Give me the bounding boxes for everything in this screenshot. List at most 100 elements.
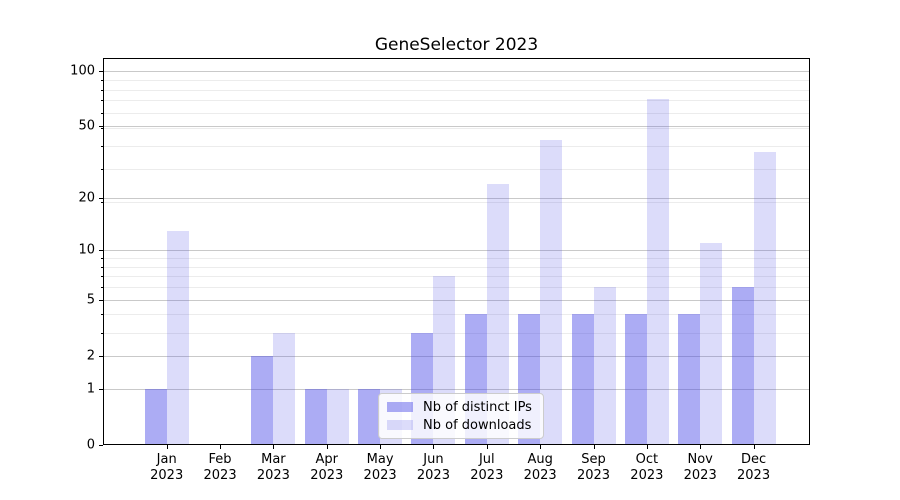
- y-tick: [99, 445, 103, 446]
- gridline-major: [104, 355, 809, 357]
- y-tick: [99, 299, 103, 301]
- y-minor-tick: [101, 266, 103, 268]
- y-tick: [99, 198, 103, 200]
- x-tick: [486, 445, 488, 449]
- legend-label-distinct-ips: Nb of distinct IPs: [423, 399, 532, 415]
- gridline-minor: [104, 287, 809, 289]
- bar-distinct-ips-dec: [731, 287, 754, 445]
- gridline-minor: [104, 276, 809, 278]
- bar-distinct-ips-nov: [678, 314, 701, 445]
- x-tick: [220, 445, 222, 449]
- x-tick: [593, 445, 595, 449]
- x-tick-label: Jan 2023: [150, 452, 184, 483]
- bar-distinct-ips-mar: [251, 355, 274, 445]
- gridline-major: [104, 299, 809, 301]
- gridline-major: [104, 126, 809, 128]
- gridline-major: [104, 198, 809, 200]
- x-tick-label: Aug 2023: [523, 452, 557, 483]
- gridline-minor: [104, 314, 809, 316]
- bar-downloads-dec: [753, 152, 776, 445]
- bar-downloads-apr: [326, 388, 349, 445]
- y-tick-label: 50: [78, 118, 95, 134]
- y-minor-tick: [101, 276, 103, 278]
- gridline-minor: [104, 145, 809, 147]
- legend-item-downloads: Nb of downloads: [387, 418, 535, 433]
- x-tick: [646, 445, 648, 449]
- x-tick-label: Jun 2023: [416, 452, 450, 483]
- x-tick: [433, 445, 435, 449]
- x-tick-label: Feb 2023: [203, 452, 237, 483]
- x-tick-label: Oct 2023: [630, 452, 664, 483]
- y-tick-label: 100: [70, 63, 95, 79]
- y-minor-tick: [101, 127, 103, 129]
- gridline-minor: [104, 201, 809, 203]
- y-tick: [99, 70, 103, 72]
- y-minor-tick: [101, 71, 103, 73]
- y-tick-label: 5: [86, 292, 95, 308]
- y-minor-tick: [101, 112, 103, 114]
- bar-distinct-ips-jan: [144, 388, 167, 445]
- x-tick-label: Sep 2023: [576, 452, 611, 483]
- x-tick: [166, 445, 168, 449]
- y-tick: [99, 388, 103, 390]
- gridline-major: [104, 388, 809, 390]
- gridline-major: [104, 250, 809, 252]
- bar-downloads-nov: [700, 243, 723, 445]
- bar-distinct-ips-apr: [304, 388, 327, 445]
- y-minor-tick: [101, 332, 103, 334]
- gridline-minor: [104, 266, 809, 268]
- gridline-minor: [104, 169, 809, 171]
- y-minor-tick: [101, 258, 103, 260]
- x-tick-label: Dec 2023: [737, 452, 771, 483]
- y-tick: [99, 126, 103, 128]
- x-tick-label: May 2023: [363, 452, 397, 483]
- gridline-minor: [104, 79, 809, 81]
- y-minor-tick: [101, 201, 103, 203]
- bar-distinct-ips-sep: [571, 314, 594, 445]
- bar-downloads-oct: [646, 99, 669, 445]
- x-tick: [700, 445, 702, 449]
- gridline-minor: [104, 100, 809, 102]
- y-tick-label: 1: [86, 381, 95, 397]
- bar-downloads-sep: [593, 287, 616, 445]
- x-tick-label: Mar 2023: [256, 452, 290, 483]
- x-tick: [540, 445, 542, 449]
- legend-swatch-distinct-ips: [387, 402, 413, 412]
- y-tick-label: 2: [86, 348, 95, 364]
- gridline-minor: [104, 112, 809, 114]
- bar-downloads-aug: [540, 139, 563, 445]
- y-minor-tick: [101, 145, 103, 147]
- bar-downloads-mar: [273, 332, 296, 445]
- y-minor-tick: [101, 287, 103, 289]
- gridline-minor: [104, 332, 809, 334]
- gridline-minor: [104, 127, 809, 129]
- gridline-minor: [104, 89, 809, 91]
- x-tick: [326, 445, 328, 449]
- bar-downloads-jan: [166, 230, 189, 445]
- legend-item-distinct-ips: Nb of distinct IPs: [387, 400, 535, 415]
- x-tick: [273, 445, 275, 449]
- x-tick: [380, 445, 382, 449]
- y-tick: [99, 250, 103, 252]
- x-tick-label: Nov 2023: [683, 452, 717, 483]
- y-minor-tick: [101, 314, 103, 316]
- x-tick: [753, 445, 755, 449]
- gridline-minor: [104, 71, 809, 73]
- y-tick-label: 0: [86, 437, 95, 453]
- bar-distinct-ips-may: [358, 388, 381, 445]
- legend: Nb of distinct IPs Nb of downloads: [378, 393, 544, 439]
- y-tick-label: 10: [78, 242, 95, 258]
- y-tick: [99, 355, 103, 357]
- legend-label-downloads: Nb of downloads: [423, 417, 532, 433]
- x-tick-label: Apr 2023: [310, 452, 344, 483]
- y-minor-tick: [101, 79, 103, 81]
- y-minor-tick: [101, 100, 103, 102]
- y-minor-tick: [101, 169, 103, 171]
- bar-downloads-jul: [486, 183, 509, 445]
- y-minor-tick: [101, 89, 103, 91]
- gridline-major: [104, 70, 809, 72]
- y-tick-label: 20: [78, 190, 95, 206]
- legend-swatch-downloads: [387, 420, 413, 430]
- bar-distinct-ips-oct: [624, 314, 647, 445]
